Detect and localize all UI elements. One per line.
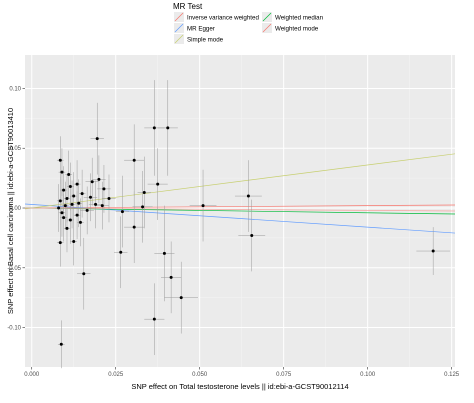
legend-entry: Inverse variance weighted bbox=[174, 12, 259, 22]
data-point bbox=[67, 173, 71, 177]
data-point bbox=[80, 192, 84, 196]
legend-label: Inverse variance weighted bbox=[187, 15, 259, 22]
data-point bbox=[107, 196, 111, 200]
data-point bbox=[65, 226, 69, 230]
legend-key-line bbox=[262, 23, 272, 33]
x-tick-label: 0.025 bbox=[108, 372, 124, 378]
data-point bbox=[72, 194, 76, 198]
data-point bbox=[82, 272, 86, 276]
data-point bbox=[120, 210, 124, 214]
data-point bbox=[77, 201, 81, 205]
legend-label: MR Egger bbox=[187, 26, 215, 33]
data-point bbox=[201, 204, 205, 208]
legend-entry: Weighted median bbox=[262, 12, 324, 22]
legend-entry: MR Egger bbox=[174, 23, 215, 33]
regression-line bbox=[24, 204, 456, 209]
y-tick-label: -0.10 bbox=[7, 326, 21, 332]
legend: MR Test Inverse variance weighted MR Egge… bbox=[173, 2, 324, 44]
data-point bbox=[63, 204, 67, 208]
regression-line bbox=[24, 153, 456, 210]
data-point bbox=[65, 196, 69, 200]
legend-label: Weighted median bbox=[275, 15, 324, 22]
x-axis-title: SNP effect on Total testosterone levels … bbox=[131, 382, 348, 391]
y-axis-title: SNP effect on Basal cell carcinoma || id… bbox=[6, 108, 15, 314]
legend-entry: Weighted mode bbox=[262, 23, 319, 33]
data-point bbox=[246, 194, 250, 198]
data-point bbox=[90, 180, 94, 184]
data-point bbox=[60, 211, 64, 215]
data-point bbox=[166, 126, 170, 130]
data-point bbox=[58, 199, 62, 203]
x-tick-label: 0.050 bbox=[192, 372, 208, 378]
data-point bbox=[59, 342, 63, 346]
data-point bbox=[60, 170, 64, 174]
data-point bbox=[57, 206, 61, 210]
data-point bbox=[132, 225, 136, 229]
data-point bbox=[162, 251, 166, 255]
data-point bbox=[89, 195, 93, 199]
legend-entry: Simple mode bbox=[174, 34, 224, 44]
data-point bbox=[58, 241, 62, 245]
legend-label: Weighted mode bbox=[275, 26, 319, 33]
data-point bbox=[179, 296, 183, 300]
x-axis: 0.000 0.025 0.050 0.075 0.100 0.125 bbox=[24, 367, 460, 378]
legend-key-line bbox=[262, 12, 272, 22]
legend-label: Simple mode bbox=[187, 37, 224, 44]
regression-line bbox=[24, 207, 456, 215]
data-point bbox=[70, 202, 74, 206]
data-point bbox=[94, 202, 98, 206]
data-points bbox=[57, 126, 435, 346]
x-tick-label: 0.000 bbox=[24, 372, 40, 378]
legend-key-line bbox=[174, 12, 184, 22]
regression-line bbox=[24, 207, 456, 212]
data-point bbox=[95, 137, 99, 141]
data-point bbox=[78, 220, 82, 224]
data-point bbox=[62, 216, 66, 220]
x-tick-label: 0.100 bbox=[360, 372, 376, 378]
legend-key-line bbox=[174, 23, 184, 33]
regression-lines bbox=[24, 153, 456, 234]
legend-entries: Inverse variance weighted MR Egger Simple … bbox=[174, 12, 324, 44]
y-tick-label: 0.05 bbox=[9, 146, 21, 152]
data-point bbox=[156, 182, 160, 186]
data-point bbox=[119, 250, 123, 254]
data-point bbox=[68, 184, 72, 188]
data-point bbox=[169, 275, 173, 279]
data-point bbox=[68, 218, 72, 222]
y-tick-label: -0.05 bbox=[7, 266, 21, 272]
legend-title: MR Test bbox=[173, 2, 203, 11]
x-tick-label: 0.125 bbox=[444, 372, 460, 378]
data-point bbox=[62, 188, 66, 192]
data-point bbox=[132, 158, 136, 162]
data-point bbox=[152, 317, 156, 321]
legend-key-line bbox=[174, 34, 184, 44]
data-point bbox=[141, 205, 145, 209]
data-point bbox=[97, 177, 101, 181]
data-point bbox=[431, 249, 435, 253]
data-point bbox=[102, 187, 106, 191]
data-point bbox=[58, 158, 62, 162]
data-point bbox=[152, 126, 156, 130]
data-point bbox=[100, 204, 104, 208]
data-point bbox=[75, 213, 79, 217]
data-point bbox=[250, 234, 254, 238]
y-tick-label: 0.10 bbox=[9, 86, 21, 92]
data-point bbox=[85, 208, 89, 212]
data-point bbox=[142, 190, 146, 194]
data-point bbox=[72, 239, 76, 243]
y-axis: -0.10 -0.05 0.00 0.05 0.10 bbox=[7, 86, 25, 332]
data-point bbox=[75, 182, 79, 186]
x-tick-label: 0.075 bbox=[276, 372, 292, 378]
y-tick-label: 0.00 bbox=[9, 206, 21, 212]
